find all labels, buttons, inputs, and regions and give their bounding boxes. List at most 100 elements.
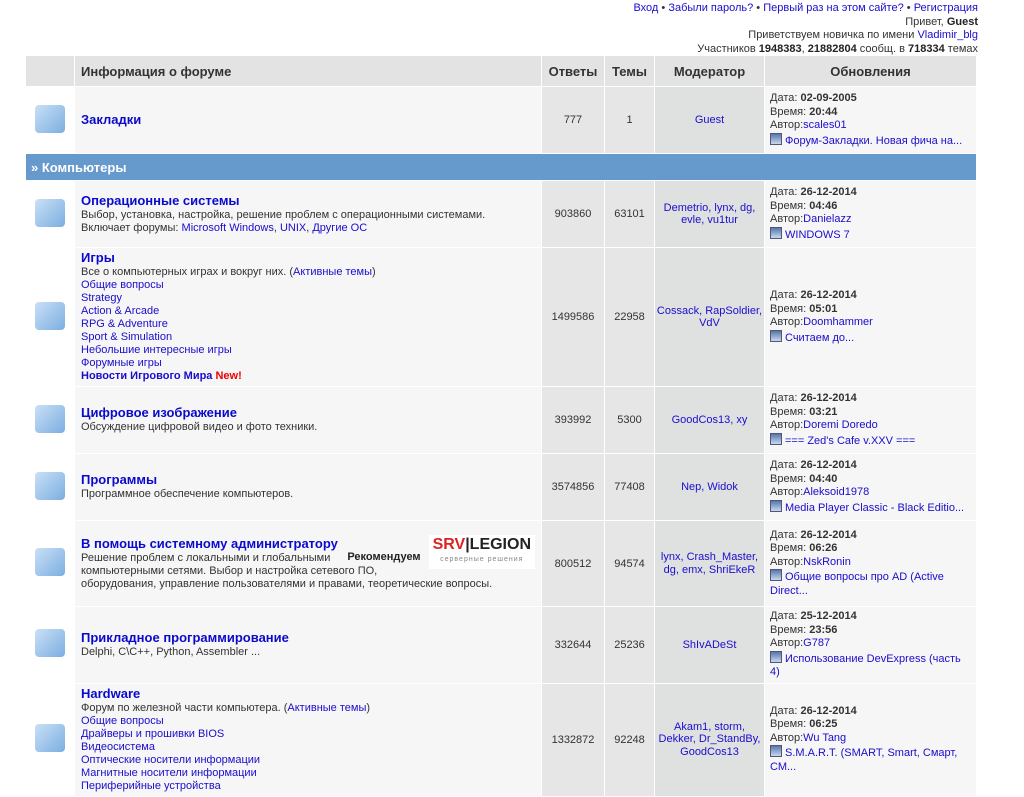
subforum-link[interactable]: Другие ОС	[312, 221, 368, 234]
moderator-links[interactable]: Demetrio, lynx, dg, evle, vu1tur	[663, 201, 756, 227]
moderator-links[interactable]: GoodCos13, xy	[671, 413, 748, 426]
last-post-link[interactable]: WINDOWS 7	[785, 228, 850, 241]
forum-icon-cell	[26, 683, 75, 797]
forum-title-link[interactable]: Hardware	[81, 685, 141, 701]
subforum-link[interactable]: Strategy	[81, 292, 122, 304]
forum-title-link[interactable]: Цифровое изображение	[81, 405, 237, 420]
author-link[interactable]: Aleksoid1978	[803, 486, 870, 498]
subforum-link[interactable]: Видеосистема	[81, 740, 155, 753]
moderators[interactable]: Guest	[655, 87, 765, 154]
forum-row: Цифровое изображение Обсуждение цифровой …	[26, 387, 977, 454]
subforum-link[interactable]: Sport & Simulation	[81, 331, 173, 343]
moderator-links[interactable]: Akam1, storm, Dekker, Dr_StandBy, GoodCo…	[658, 720, 761, 758]
subforum-link[interactable]: Общие вопросы	[81, 279, 164, 291]
subforum-link[interactable]: Небольшие интересные игры	[81, 344, 232, 356]
register-link[interactable]: Регистрация	[913, 2, 978, 14]
answers-count: 903860	[542, 181, 605, 248]
date-label: Дата:	[770, 392, 798, 404]
newbie-link[interactable]: Vladimir_blg	[917, 29, 978, 41]
teddy-bear-icon	[35, 301, 65, 330]
first-time-link[interactable]: Первый раз на этом сайте?	[763, 2, 904, 14]
author-label: Автор:	[770, 486, 804, 498]
forum-icon-cell	[26, 607, 75, 684]
moderator-links[interactable]: Guest	[694, 113, 725, 126]
forum-title-link[interactable]: В помощь системному администратору	[81, 535, 338, 551]
time-label: Время:	[770, 302, 807, 315]
forum-title-link[interactable]: Игры	[81, 250, 115, 265]
forgot-password-link[interactable]: Забыли пароль?	[668, 2, 754, 14]
date-label: Дата:	[770, 610, 798, 622]
active-topics-link[interactable]: Активные темы	[293, 266, 373, 278]
moderators[interactable]: Akam1, storm, Dekker, Dr_StandBy, GoodCo…	[655, 683, 765, 797]
forum-icon-cell	[26, 248, 75, 387]
subforum-link[interactable]: Общие вопросы	[81, 714, 164, 727]
author-label: Автор:	[770, 555, 804, 568]
last-post-link[interactable]: S.M.A.R.T. (SMART, Smart, Смарт, СМ...	[770, 747, 958, 773]
stats-label: темах	[947, 42, 978, 55]
update-date: 26-12-2014	[800, 704, 857, 717]
last-post-link[interactable]: Общие вопросы про AD (Active Direct...	[770, 571, 944, 597]
author-link[interactable]: Doomhammer	[803, 316, 873, 328]
moderator-links[interactable]: Cossack, RapSoldier, VdV	[656, 304, 763, 330]
author-link[interactable]: G787	[803, 637, 831, 649]
moderator-links[interactable]: Nep, Widok	[681, 480, 738, 493]
date-label: Дата:	[770, 289, 798, 301]
subforum-link[interactable]: Периферийные устройства	[81, 779, 221, 792]
header-info: Информация о форуме	[75, 56, 542, 87]
last-post-link[interactable]: Media Player Classic - Black Editio...	[785, 501, 965, 514]
forum-row: Прикладное программирование Delphi, C\C++…	[26, 607, 977, 684]
moderators[interactable]: Nep, Widok	[655, 454, 765, 521]
last-post-link[interactable]: === Zed's Cafe v.XXV ===	[785, 434, 916, 447]
game-news-link[interactable]: Новости Игрового Мира	[81, 370, 213, 382]
last-update: Дата: 25-12-2014 Время: 23:56 Автор:G787 Ис…	[765, 607, 977, 684]
header-icon	[26, 56, 75, 87]
forum-title-link[interactable]: Прикладное программирование	[81, 629, 289, 645]
forum-title-link[interactable]: Программы	[81, 472, 158, 487]
last-post-icon	[770, 132, 782, 145]
forum-title-link[interactable]: Закладки	[81, 111, 142, 127]
forum-info: Программы Программное обеспечение компьют…	[75, 454, 542, 521]
subforum-link[interactable]: Драйверы и прошивки BIOS	[81, 727, 225, 740]
active-topics-link[interactable]: Активные темы	[287, 701, 367, 714]
moderators[interactable]: ShIvADeSt	[655, 607, 765, 684]
logo-subtitle: серверные решения	[440, 555, 524, 563]
subforum-link[interactable]: UNIX	[279, 221, 307, 234]
forum-title-link[interactable]: Операционные системы	[81, 192, 240, 208]
subforum-link[interactable]: Оптические носители информации	[81, 753, 261, 766]
author-link[interactable]: Wu Tang	[803, 731, 847, 744]
forum-icon-cell	[26, 87, 75, 154]
author-label: Автор:	[770, 419, 804, 431]
moderators[interactable]: lynx, Crash_Master, dg, emx, ShriEkeR	[655, 521, 765, 607]
category-computers[interactable]: » Компьютеры	[26, 154, 977, 181]
author-link[interactable]: NskRonin	[803, 555, 851, 568]
author-link[interactable]: scales01	[803, 119, 847, 131]
update-time: 06:25	[809, 718, 838, 731]
author-link[interactable]: Danielazz	[803, 213, 852, 225]
login-link[interactable]: Вход	[633, 2, 659, 14]
author-link[interactable]: Doremi Doredo	[803, 419, 878, 431]
greeting: Привет,	[905, 15, 944, 28]
moderators[interactable]: GoodCos13, xy	[655, 387, 765, 454]
subforum-link[interactable]: RPG & Adventure	[81, 318, 168, 330]
subforum-link[interactable]: Action & Arcade	[81, 305, 160, 317]
forum-icon-cell	[26, 454, 75, 521]
moderators[interactable]: Cossack, RapSoldier, VdV	[655, 248, 765, 387]
forum-row: Закладки 777 1 Guest Дата: 02-09-2005 Вре…	[26, 87, 977, 154]
srv-legion-logo[interactable]: SRV|LEGION серверные решения	[428, 534, 535, 569]
last-post-link[interactable]: Форум-Закладки. Новая фича на...	[785, 134, 963, 147]
topics-count: 22958	[605, 248, 655, 387]
moderator-links[interactable]: lynx, Crash_Master, dg, emx, ShriEkeR	[660, 551, 759, 576]
subforum-link[interactable]: Форумные игры	[81, 357, 162, 369]
subforum-link[interactable]: Магнитные носители информации	[81, 766, 257, 779]
moderators[interactable]: Demetrio, lynx, dg, evle, vu1tur	[655, 181, 765, 248]
last-post-link[interactable]: Использование DevExpress (часть 4)	[770, 652, 961, 679]
subforum-link[interactable]: Microsoft Windows	[181, 221, 274, 234]
forum-info: Игры Все о компьютерных играх и вокруг ни…	[75, 248, 542, 387]
answers-count: 777	[542, 87, 605, 154]
last-post-link[interactable]: Считаем до...	[785, 331, 855, 344]
author-label: Автор:	[770, 316, 804, 328]
update-date: 02-09-2005	[800, 92, 857, 104]
welcome-text: Приветствуем новичка по имени	[748, 29, 915, 41]
answers-count: 3574856	[542, 454, 605, 521]
moderator-links[interactable]: ShIvADeSt	[682, 638, 737, 651]
